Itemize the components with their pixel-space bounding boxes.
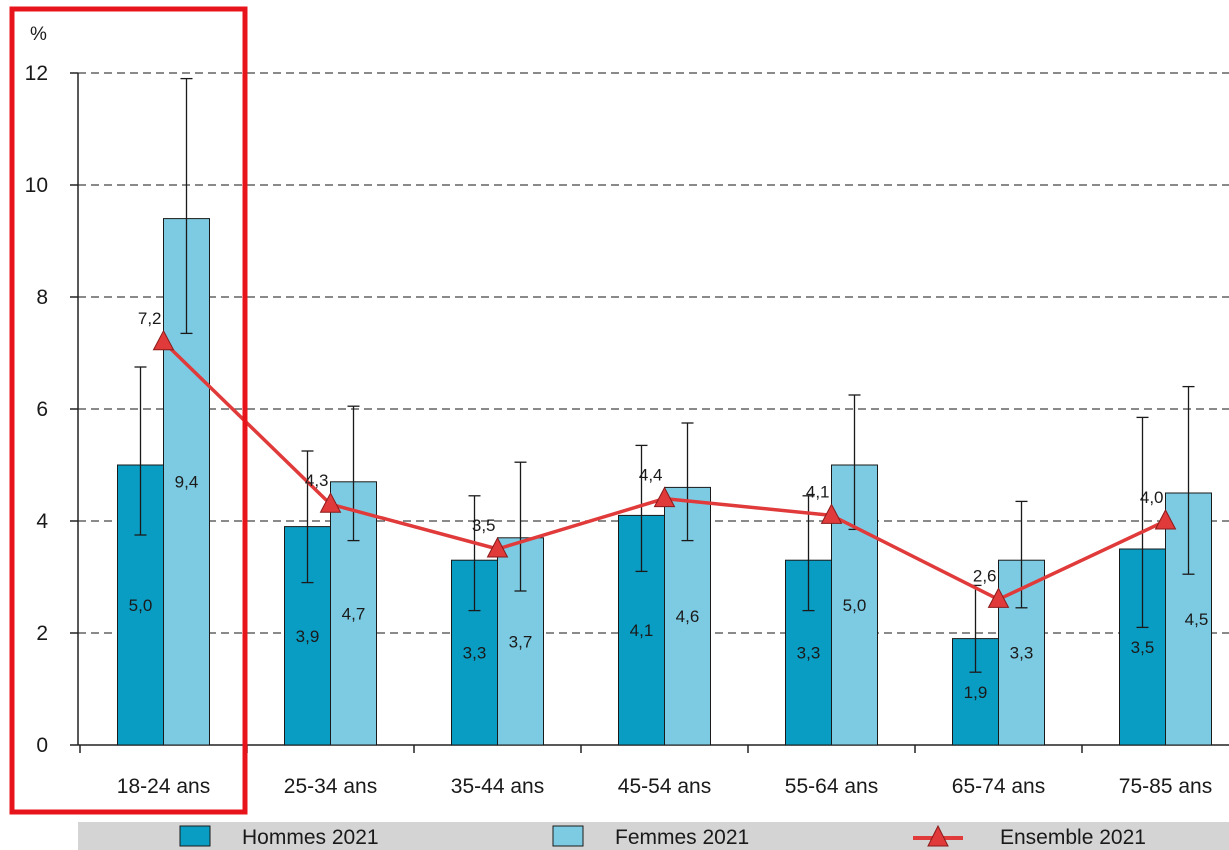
label-hommes: 3,5 [1131, 638, 1155, 657]
x-category-label: 18-24 ans [117, 775, 210, 798]
label-femmes: 4,7 [342, 604, 366, 623]
label-femmes: 3,7 [509, 632, 533, 651]
label-ensemble: 4,0 [1140, 488, 1164, 507]
ensemble-marker [486, 536, 509, 558]
label-ensemble: 4,4 [639, 466, 663, 485]
legend-label: Ensemble 2021 [1000, 826, 1146, 849]
label-hommes: 5,0 [129, 596, 153, 615]
error-bars [134, 77, 1195, 673]
y-tick-label: 2 [36, 622, 48, 645]
x-category-label: 65-74 ans [952, 775, 1045, 798]
ensemble-marker [653, 486, 676, 508]
label-ensemble: 4,3 [305, 471, 329, 490]
label-hommes: 1,9 [964, 683, 988, 702]
label-ensemble: 3,5 [472, 516, 496, 535]
highlight-box [9, 6, 248, 815]
ensemble-marker [152, 329, 175, 351]
ensemble-line [152, 329, 1177, 608]
ensemble-marker [820, 503, 843, 524]
label-hommes: 3,3 [463, 644, 487, 663]
label-hommes: 3,9 [296, 627, 320, 646]
label-ensemble: 7,2 [138, 309, 162, 328]
y-tick-label: 0 [36, 734, 48, 757]
y-tick-label: 10 [25, 174, 48, 197]
x-category-label: 75-85 ans [1119, 775, 1212, 798]
x-category-label: 25-34 ans [284, 775, 377, 798]
legend: Hommes 2021 Femmes 2021 Ensemble 2021 [78, 822, 1229, 850]
data-labels: 5,0 9,4 3,9 4,7 3,3 3,7 4,1 4,6 3,3 5,0 1,9 3,3 3,5 4… [129, 309, 1209, 702]
label-hommes: 3,3 [797, 644, 821, 663]
legend-marker-ensemble [927, 824, 949, 847]
label-femmes: 4,5 [1185, 610, 1209, 629]
x-axis-categories: 18-24 ans 25-34 ans 35-44 ans 45-54 ans 55-6… [117, 775, 1212, 798]
legend-swatch-femmes [552, 825, 584, 847]
y-tick-label: 8 [36, 286, 48, 309]
y-tick-label: 6 [36, 398, 48, 421]
ensemble-marker [319, 492, 342, 513]
highlight-rect [9, 6, 248, 815]
label-femmes: 3,3 [1010, 644, 1034, 663]
label-hommes: 4,1 [630, 621, 654, 640]
y-tick-label: 4 [36, 510, 48, 533]
label-femmes: 5,0 [843, 596, 867, 615]
label-ensemble: 2,6 [973, 566, 997, 585]
y-tick-label: 12 [25, 62, 48, 85]
x-category-label: 35-44 ans [451, 775, 544, 798]
label-femmes: 9,4 [175, 472, 199, 491]
x-category-label: 45-54 ans [618, 775, 711, 798]
label-femmes: 4,6 [676, 607, 700, 626]
legend-label: Femmes 2021 [615, 826, 749, 849]
legend-background [78, 822, 1229, 850]
bar-femmes [330, 481, 377, 746]
ensemble-marker [987, 587, 1010, 608]
legend-label: Hommes 2021 [242, 826, 379, 849]
label-ensemble: 4,1 [806, 482, 830, 501]
y-axis: 0 2 4 6 8 10 12 [25, 62, 1229, 757]
legend-swatch-hommes [179, 825, 211, 847]
x-category-label: 55-64 ans [785, 775, 878, 798]
ensemble-marker [1154, 508, 1177, 530]
y-unit-label: % [30, 24, 47, 45]
